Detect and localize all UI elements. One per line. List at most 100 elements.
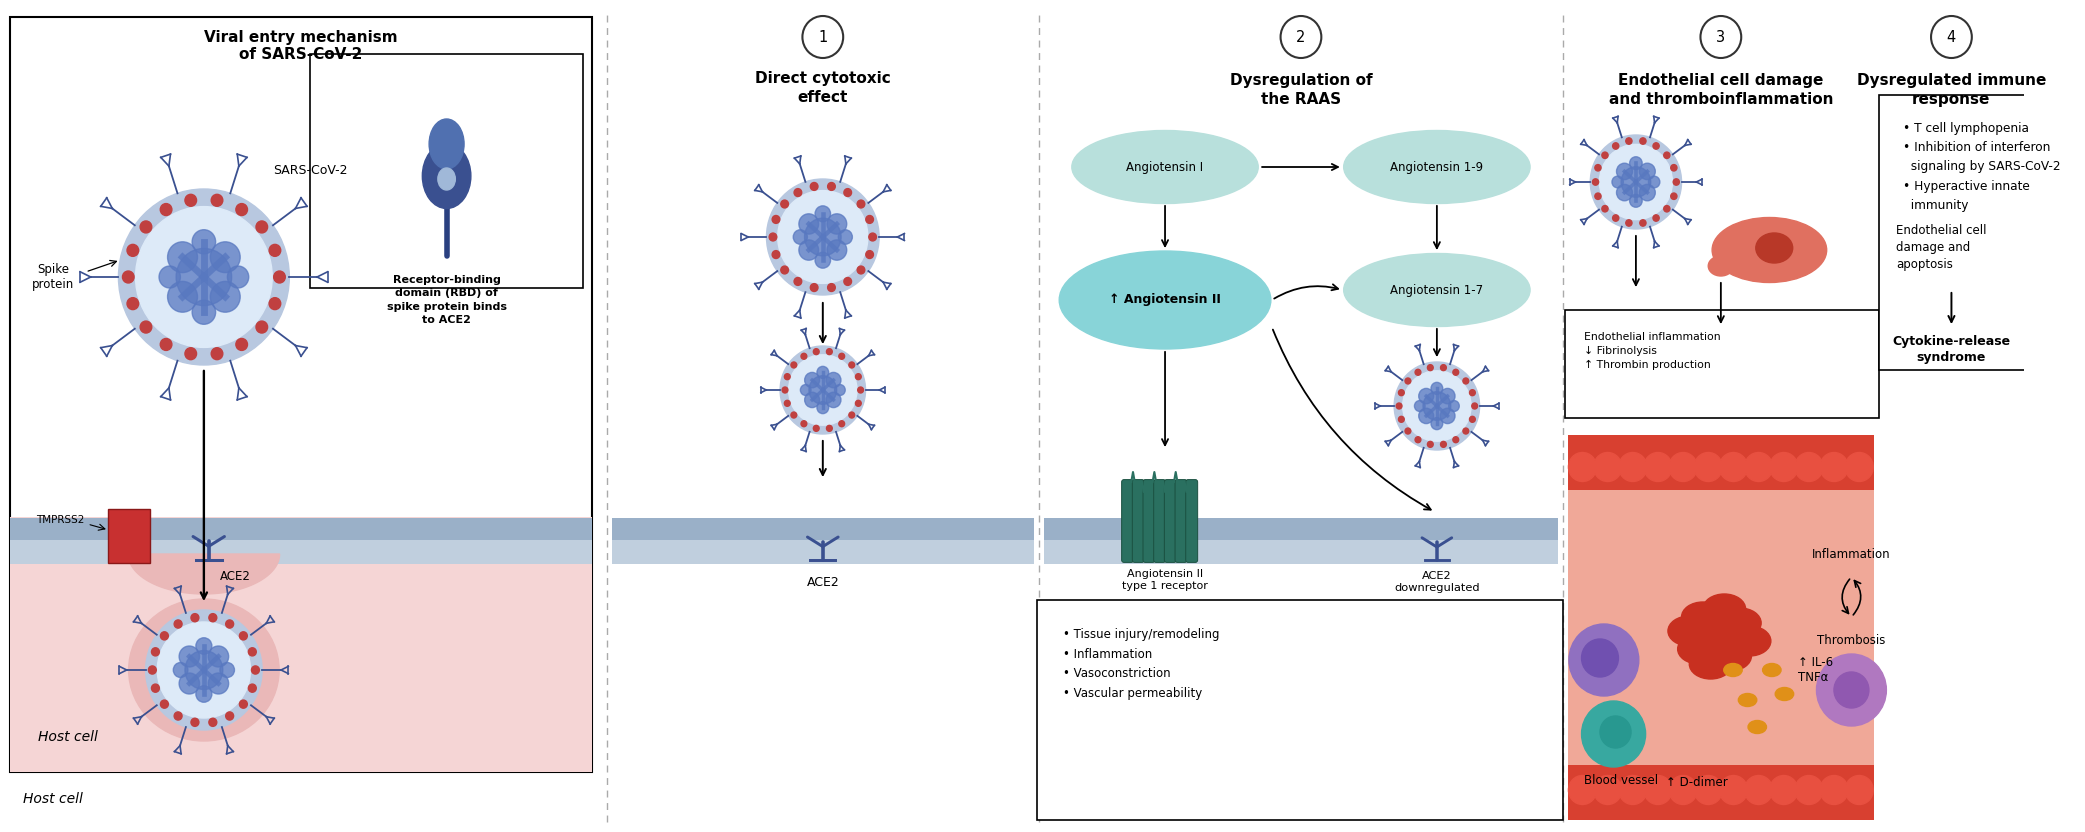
Circle shape <box>834 384 844 395</box>
FancyBboxPatch shape <box>1045 540 1557 564</box>
Ellipse shape <box>1681 602 1724 632</box>
Circle shape <box>799 214 819 234</box>
Circle shape <box>192 300 215 324</box>
Circle shape <box>1395 362 1480 450</box>
Circle shape <box>208 614 217 622</box>
Circle shape <box>1670 193 1676 200</box>
Circle shape <box>1568 453 1597 482</box>
Circle shape <box>1464 378 1468 384</box>
Circle shape <box>1670 165 1676 171</box>
Polygon shape <box>127 554 279 594</box>
Circle shape <box>1449 400 1459 412</box>
Ellipse shape <box>1756 233 1793 263</box>
Circle shape <box>826 392 840 408</box>
Ellipse shape <box>430 119 465 169</box>
Circle shape <box>1601 152 1608 158</box>
Circle shape <box>1441 409 1455 423</box>
Circle shape <box>784 400 790 406</box>
Circle shape <box>1816 654 1887 726</box>
Ellipse shape <box>1343 131 1530 204</box>
Circle shape <box>811 284 817 291</box>
Ellipse shape <box>129 599 279 741</box>
Circle shape <box>1568 624 1639 696</box>
Ellipse shape <box>1718 608 1762 638</box>
Circle shape <box>1695 775 1722 805</box>
Text: TMPRSS2: TMPRSS2 <box>35 515 83 525</box>
Circle shape <box>803 16 842 58</box>
Circle shape <box>1745 775 1772 805</box>
Circle shape <box>1593 775 1622 805</box>
Text: Spike
protein: Spike protein <box>31 263 75 291</box>
Circle shape <box>208 646 229 667</box>
Circle shape <box>826 349 832 354</box>
Circle shape <box>844 278 851 285</box>
Circle shape <box>769 233 778 241</box>
Circle shape <box>161 700 169 708</box>
Circle shape <box>1414 400 1426 412</box>
Circle shape <box>1568 775 1597 805</box>
Circle shape <box>211 195 223 206</box>
Circle shape <box>1820 453 1847 482</box>
Circle shape <box>256 221 267 233</box>
Circle shape <box>1616 163 1633 180</box>
FancyBboxPatch shape <box>611 518 1034 542</box>
FancyBboxPatch shape <box>108 509 150 563</box>
FancyBboxPatch shape <box>1568 765 1874 820</box>
Circle shape <box>782 387 788 393</box>
Circle shape <box>1470 389 1476 396</box>
Circle shape <box>813 349 819 354</box>
Circle shape <box>1795 775 1822 805</box>
Circle shape <box>186 348 196 359</box>
Circle shape <box>1820 775 1847 805</box>
Circle shape <box>1745 453 1772 482</box>
Ellipse shape <box>1710 641 1751 671</box>
Circle shape <box>790 412 796 418</box>
Ellipse shape <box>1728 626 1770 656</box>
Circle shape <box>1626 220 1633 226</box>
Text: 2: 2 <box>1297 29 1305 44</box>
Ellipse shape <box>1689 649 1733 679</box>
Circle shape <box>161 631 169 640</box>
Circle shape <box>805 218 840 256</box>
Circle shape <box>179 646 200 667</box>
Circle shape <box>784 374 790 379</box>
Text: • Tissue injury/remodeling
• Inflammation
• Vasoconstriction
• Vascular permeabi: • Tissue injury/remodeling • Inflammatio… <box>1063 628 1220 700</box>
Circle shape <box>211 281 240 312</box>
Circle shape <box>127 245 138 256</box>
Circle shape <box>1595 165 1601 171</box>
Circle shape <box>1653 215 1660 221</box>
Circle shape <box>161 204 171 215</box>
Circle shape <box>780 266 788 274</box>
FancyBboxPatch shape <box>10 17 592 772</box>
Circle shape <box>192 718 198 726</box>
Ellipse shape <box>1059 251 1272 349</box>
Circle shape <box>156 622 250 718</box>
Circle shape <box>1472 403 1478 409</box>
Circle shape <box>1626 138 1633 144</box>
Circle shape <box>211 348 223 359</box>
Circle shape <box>152 684 158 692</box>
FancyBboxPatch shape <box>611 540 1034 564</box>
Ellipse shape <box>1343 254 1530 326</box>
Circle shape <box>175 249 231 305</box>
FancyBboxPatch shape <box>1132 479 1145 562</box>
Circle shape <box>1583 639 1618 677</box>
Circle shape <box>1583 701 1645 767</box>
Circle shape <box>826 425 832 431</box>
Circle shape <box>828 240 847 260</box>
Text: ACE2
downregulated: ACE2 downregulated <box>1395 571 1480 593</box>
Text: 1: 1 <box>817 29 828 44</box>
Circle shape <box>838 230 853 245</box>
Circle shape <box>186 195 196 206</box>
Circle shape <box>208 673 229 694</box>
Circle shape <box>792 230 807 245</box>
FancyBboxPatch shape <box>10 540 592 564</box>
Circle shape <box>1643 775 1672 805</box>
Circle shape <box>855 400 861 406</box>
Circle shape <box>865 215 874 223</box>
Circle shape <box>1428 441 1432 448</box>
Circle shape <box>844 189 851 196</box>
FancyBboxPatch shape <box>1568 435 1874 490</box>
Circle shape <box>236 339 248 350</box>
Circle shape <box>838 354 844 359</box>
